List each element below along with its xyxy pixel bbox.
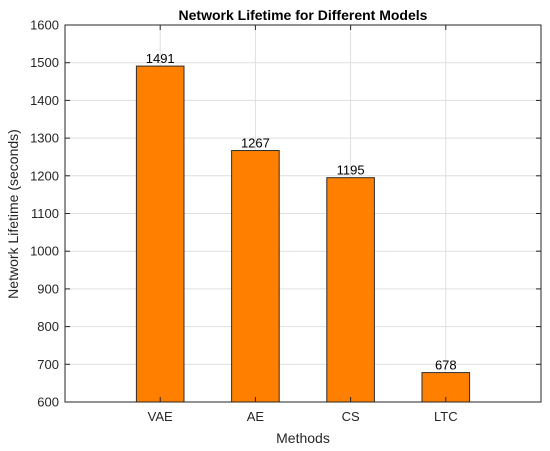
y-tick-label: 1600 bbox=[30, 18, 59, 33]
x-tick-label: AE bbox=[247, 409, 265, 424]
y-tick-label: 1000 bbox=[30, 244, 59, 259]
data-label-vae: 1491 bbox=[146, 51, 175, 66]
y-tick-label: 1200 bbox=[30, 168, 59, 183]
bar-cs bbox=[326, 177, 375, 403]
y-tick-label: 700 bbox=[37, 357, 59, 372]
y-axis-label: Network Lifetime (seconds) bbox=[5, 129, 21, 299]
y-tick-label: 1500 bbox=[30, 55, 59, 70]
y-axis-ticks: 600 700 800 900 1000 1100 1200 1300 1400 1500 1600 bbox=[30, 18, 541, 410]
bar-vae bbox=[135, 65, 185, 403]
y-tick-label: 1100 bbox=[31, 206, 59, 221]
y-tick-label: 1300 bbox=[30, 131, 59, 146]
data-labels: 1491 1267 1195 678 bbox=[146, 51, 457, 373]
bars bbox=[135, 65, 471, 403]
chart-title: Network Lifetime for Different Models bbox=[179, 7, 428, 23]
x-axis-label: Methods bbox=[276, 430, 330, 446]
y-tick-label: 900 bbox=[37, 281, 59, 296]
x-axis-ticks: VAE AE CS LTC bbox=[148, 25, 458, 424]
y-tick-label: 1400 bbox=[30, 93, 59, 108]
y-tick-label: 600 bbox=[37, 395, 59, 410]
bar-ae bbox=[231, 150, 280, 403]
data-label-ltc: 678 bbox=[435, 358, 457, 373]
data-label-ae: 1267 bbox=[241, 136, 270, 151]
x-tick-label: VAE bbox=[148, 409, 173, 424]
x-tick-label: LTC bbox=[434, 409, 458, 424]
y-tick-label: 800 bbox=[37, 319, 59, 334]
data-label-cs: 1195 bbox=[337, 163, 365, 178]
x-tick-label: CS bbox=[342, 409, 360, 424]
